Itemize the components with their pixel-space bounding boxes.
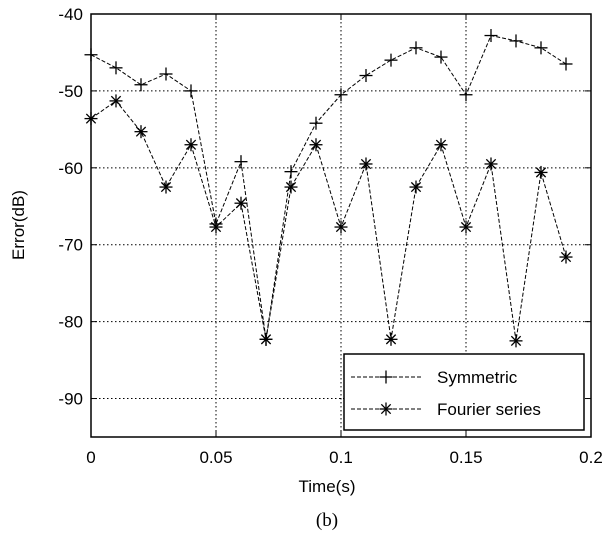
marker-stroke (485, 158, 497, 170)
marker-stroke (560, 251, 572, 263)
data-point-symmetric (509, 34, 523, 48)
series-layer (84, 29, 573, 348)
marker-stroke (110, 95, 122, 107)
x-tick-label: 0.2 (579, 448, 603, 467)
marker-stroke (435, 139, 447, 150)
data-point-symmetric (334, 88, 348, 102)
legend-label-fourier: Fourier series (437, 400, 541, 419)
marker-stroke (385, 334, 397, 345)
data-point-symmetric (134, 78, 148, 92)
legend-marker-plus (379, 370, 393, 384)
data-point-symmetric (459, 88, 473, 102)
marker-stroke (380, 403, 392, 415)
x-tick-label: 0 (86, 448, 95, 467)
data-point-fourier-series (184, 138, 198, 152)
series-line-symmetric (90, 34, 567, 340)
marker-stroke (160, 181, 172, 193)
data-point-fourier-series (309, 138, 323, 152)
series-line-fourier-series (90, 100, 567, 341)
y-tick-label: -70 (58, 236, 83, 255)
data-point-fourier-series (509, 334, 523, 348)
data-point-symmetric (534, 41, 548, 55)
x-tick-label: 0.15 (449, 448, 482, 467)
data-point-symmetric (409, 41, 423, 55)
y-tick-label: -50 (58, 82, 83, 101)
data-point-symmetric (434, 50, 448, 64)
data-point-symmetric (484, 29, 498, 43)
legend: Symmetric Fourier series (343, 353, 585, 431)
data-point-symmetric (284, 165, 298, 179)
data-point-fourier-series (159, 180, 173, 194)
marker-stroke (535, 167, 547, 178)
data-point-symmetric (559, 57, 573, 71)
data-point-fourier-series (334, 220, 348, 234)
data-point-symmetric (359, 69, 373, 83)
data-point-fourier-series (559, 250, 573, 264)
x-tick-label: 0.1 (329, 448, 353, 467)
legend-marker-star (379, 402, 393, 416)
data-point-symmetric (109, 61, 123, 75)
data-point-symmetric (384, 53, 398, 67)
data-point-fourier-series (109, 94, 123, 108)
data-point-fourier-series (434, 138, 448, 152)
marker-stroke (210, 221, 222, 233)
data-point-fourier-series (134, 125, 148, 139)
y-axis-label: Error(dB) (9, 190, 28, 260)
marker-stroke (235, 198, 247, 209)
y-tick-label: -40 (58, 5, 83, 24)
axis-ticks: 0 0.05 0.1 0.15 0.2 -40 -50 -60 -70 -80 -90 (58, 5, 602, 467)
y-tick-label: -60 (58, 159, 83, 178)
marker-stroke (260, 334, 272, 345)
y-tick-label: -80 (58, 313, 83, 332)
data-point-fourier-series (284, 180, 298, 194)
marker-stroke (335, 221, 347, 233)
figure-caption: (b) (316, 510, 338, 531)
data-point-fourier-series (209, 220, 223, 234)
data-point-fourier-series (534, 165, 548, 179)
data-point-symmetric (309, 116, 323, 130)
data-point-fourier-series (484, 157, 498, 171)
data-point-symmetric (159, 67, 173, 81)
legend-marker-glyph (379, 402, 393, 416)
marker-stroke (360, 158, 372, 170)
marker-stroke (285, 181, 297, 193)
x-tick-label: 0.05 (199, 448, 232, 467)
y-tick-label: -90 (58, 390, 83, 409)
marker-stroke (510, 335, 522, 347)
data-point-fourier-series (234, 196, 248, 210)
marker-stroke (410, 181, 422, 193)
data-point-symmetric (184, 84, 198, 98)
data-point-fourier-series (259, 332, 273, 346)
data-point-fourier-series (359, 157, 373, 171)
marker-stroke (310, 139, 322, 150)
data-point-fourier-series (459, 220, 473, 234)
marker-stroke (185, 139, 197, 150)
legend-label-symmetric: Symmetric (437, 368, 518, 387)
marker-stroke (460, 221, 472, 233)
marker-stroke (135, 126, 147, 137)
data-point-symmetric (234, 155, 248, 169)
data-point-fourier-series (409, 180, 423, 194)
legend-box (343, 353, 585, 431)
legend-marker-glyph (379, 370, 393, 384)
x-axis-label: Time(s) (299, 477, 356, 496)
data-point-fourier-series (384, 332, 398, 346)
